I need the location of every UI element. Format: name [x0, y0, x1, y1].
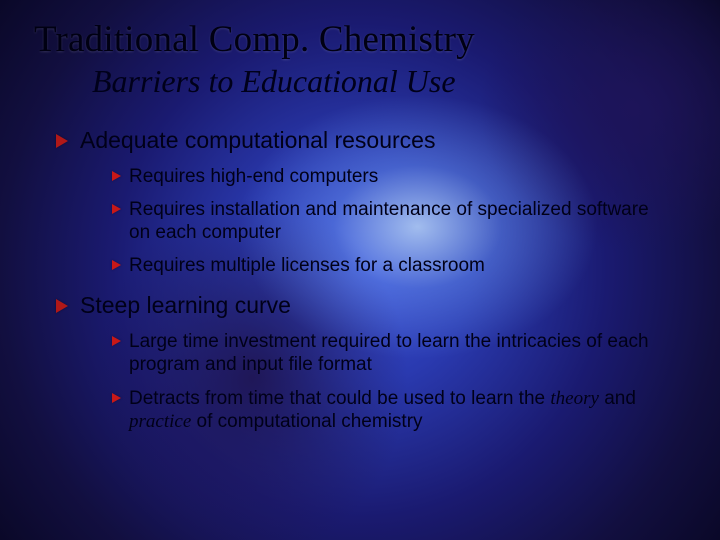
- text-run: Detracts from time that could be used to…: [129, 388, 550, 409]
- list-subitem-label: Detracts from time that could be used to…: [129, 387, 666, 433]
- text-run: and: [599, 388, 636, 409]
- triangle-bullet-icon: [112, 204, 121, 214]
- list-item-label: Adequate computational resources: [80, 126, 435, 155]
- emphasis: theory: [550, 388, 599, 409]
- list-subitem: Requires multiple licenses for a classro…: [112, 254, 686, 277]
- list-item: Adequate computational resources: [56, 126, 686, 155]
- list-item-label: Steep learning curve: [80, 291, 291, 320]
- list-subitem: Large time investment required to learn …: [112, 330, 686, 376]
- triangle-bullet-icon: [112, 260, 121, 270]
- triangle-bullet-icon: [112, 336, 121, 346]
- slide-title: Traditional Comp. Chemistry: [34, 18, 686, 61]
- list-subitem-label: Large time investment required to learn …: [129, 330, 666, 376]
- triangle-bullet-icon: [56, 134, 68, 148]
- list-subitem: Detracts from time that could be used to…: [112, 387, 686, 433]
- list-subitem: Requires installation and maintenance of…: [112, 198, 686, 244]
- emphasis: practice: [129, 411, 191, 432]
- triangle-bullet-icon: [112, 393, 121, 403]
- slide-subtitle: Barriers to Educational Use: [92, 63, 686, 100]
- list-subitem-label: Requires installation and maintenance of…: [129, 198, 666, 244]
- slide-content: Adequate computational resources Require…: [34, 126, 686, 433]
- list-subitem-label: Requires multiple licenses for a classro…: [129, 254, 485, 277]
- triangle-bullet-icon: [112, 171, 121, 181]
- triangle-bullet-icon: [56, 299, 68, 313]
- text-run: of computational chemistry: [191, 411, 422, 432]
- list-item: Steep learning curve: [56, 291, 686, 320]
- list-subitem: Requires high-end computers: [112, 165, 686, 188]
- list-subitem-label: Requires high-end computers: [129, 165, 378, 188]
